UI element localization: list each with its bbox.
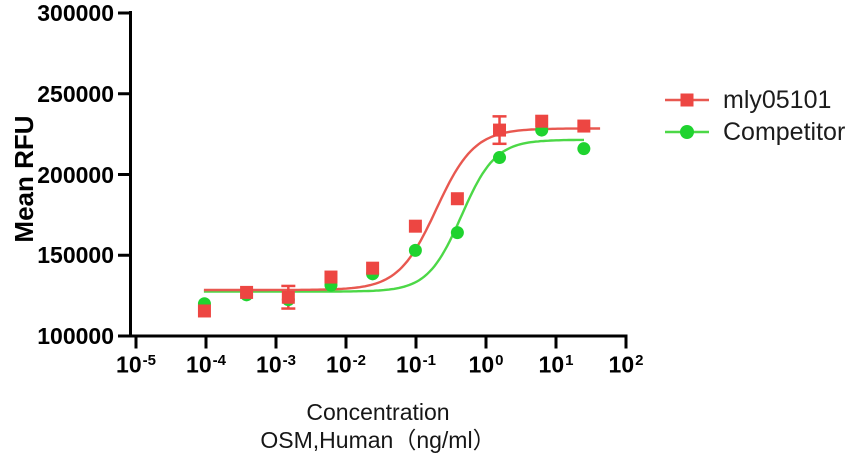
y-tick-label: 150000 [37, 242, 114, 269]
y-tick-label: 200000 [37, 161, 114, 188]
data-point-Competitor [450, 226, 464, 240]
fit-curve-mly05101 [203, 127, 601, 292]
data-point-mly05101 [535, 114, 549, 128]
legend-entry-competitor: Competitor [664, 118, 845, 146]
data-point-mly05101 [240, 285, 254, 299]
x-tick-label: 10-2 [326, 351, 366, 378]
data-point-mly05101 [281, 290, 295, 304]
x-tick-label: 100 [468, 351, 504, 378]
x-tick-label: 10-5 [116, 351, 156, 378]
legend-label: Competitor [723, 117, 846, 146]
x-axis-title-line2: OSM,Human（ng/ml） [260, 427, 496, 453]
legend-label: mly05101 [723, 85, 832, 114]
legend-circle-marker-icon [665, 125, 709, 139]
x-axis-title-line1: Concentration [306, 399, 450, 425]
data-point-mly05101 [493, 123, 507, 137]
data-point-mly05101 [450, 192, 464, 206]
data-point-mly05101 [366, 261, 380, 275]
x-tick-label: 102 [608, 351, 644, 378]
x-tick-label: 10-1 [396, 351, 436, 378]
data-point-mly05101 [408, 219, 422, 233]
fit-curve-Competitor [203, 138, 584, 293]
legend-entry-mly05101: mly05101 [664, 86, 831, 114]
y-tick-label: 100000 [37, 323, 114, 349]
data-point-mly05101 [577, 119, 591, 133]
data-point-Competitor [577, 142, 591, 156]
data-point-Competitor [493, 151, 507, 165]
y-tick-label: 250000 [37, 80, 114, 107]
data-point-mly05101 [197, 304, 211, 318]
data-point-mly05101 [324, 270, 338, 284]
y-tick-label: 300000 [37, 0, 114, 26]
legend-square-marker-icon [665, 93, 709, 107]
x-tick-label: 10-3 [256, 351, 296, 378]
data-point-Competitor [408, 243, 422, 257]
x-tick-label: 101 [538, 351, 574, 378]
x-tick-label: 10-4 [186, 351, 226, 378]
